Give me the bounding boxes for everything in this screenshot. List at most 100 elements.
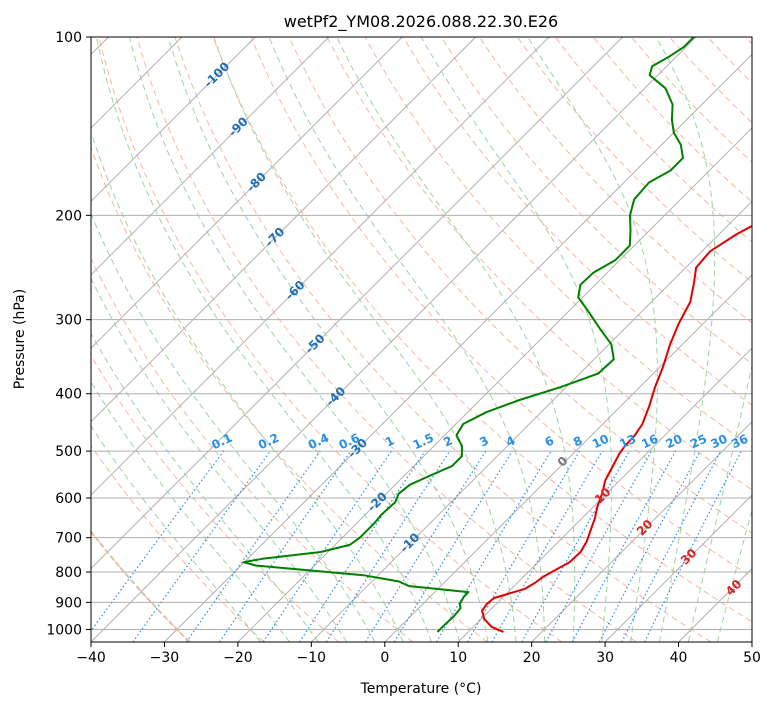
y-tick-label: 200: [55, 208, 82, 224]
dry-adiabat-line: [402, 37, 752, 406]
mixing-ratio-line: [299, 450, 426, 642]
moist-adiabat-label: 10: [592, 485, 614, 507]
reference-dashed-line: [91, 529, 191, 642]
line-labels: -100-90-80-70-60-50-40-30-20-100.1 0.2 0.4…: [201, 59, 750, 598]
y-tick-label: 900: [55, 595, 82, 611]
x-tick-label: −30: [150, 650, 180, 666]
moist-adiabat-line: [213, 37, 517, 642]
profile-lines: [242, 37, 752, 633]
x-tick-label: −20: [223, 650, 253, 666]
isotherm-line: [91, 37, 623, 570]
moist-adiabat-line: [91, 380, 290, 642]
y-tick-label: 100: [55, 30, 82, 46]
dry-adiabat-line: [91, 530, 190, 642]
mixing-ratio-label: 6: [543, 433, 556, 449]
isotherm-line: [91, 37, 697, 642]
moist-adiabat-line: [527, 37, 658, 642]
x-tick-label: 10: [449, 650, 467, 666]
moist-adiabat-line: [655, 37, 716, 642]
moist-adiabat-line: [336, 37, 576, 642]
moist-adiabat-label: 20: [634, 517, 656, 539]
dry-adiabat-line: [631, 37, 752, 163]
mixing-ratio-label: 16: [639, 432, 660, 452]
moist-adiabat-line: [167, 37, 489, 642]
dry-adiabat-line: [98, 37, 563, 642]
mixing-ratio-line: [545, 450, 653, 642]
moist-adiabat-line: [716, 508, 752, 642]
isotherm-line: [310, 200, 752, 642]
y-tick-label: 300: [55, 313, 82, 329]
x-tick-label: −10: [297, 650, 327, 666]
mixing-ratio-line: [262, 450, 392, 642]
mixing-ratio-line: [219, 450, 352, 642]
x-tick-label: 30: [596, 650, 614, 666]
isotherm-line: [384, 274, 752, 642]
mixing-ratio-label: 2: [441, 433, 454, 449]
isotherm-line: [457, 347, 752, 642]
isotherm-line: [531, 420, 752, 642]
mixing-ratio-label: 0.1: [209, 431, 234, 453]
moist-adiabat-line: [91, 332, 319, 642]
dry-adiabat-line: [326, 37, 752, 491]
mixing-ratio-line: [598, 450, 701, 642]
mixing-ratio-line: [364, 450, 487, 642]
mixing-ratio-line: [435, 450, 552, 642]
mixing-ratio-line: [393, 450, 513, 642]
dry-adiabat-line: [91, 145, 488, 642]
mixing-ratio-label: 8: [571, 433, 584, 449]
mixing-ratio-line: [643, 450, 742, 642]
background-lines: [91, 37, 752, 642]
mixing-ratio-line: [132, 450, 271, 642]
y-tick-label: 500: [55, 444, 82, 460]
dry-adiabat-line: [91, 444, 265, 642]
isotherm-line: [237, 127, 752, 642]
isotherm-line: [91, 37, 550, 496]
mixing-ratio-label: 30: [708, 432, 729, 452]
moist-adiabat-line: [95, 37, 432, 642]
moist-adiabat-line: [129, 37, 461, 642]
mixing-ratio-label: 3: [477, 433, 490, 449]
y-tick-label: 1000: [46, 622, 82, 638]
x-tick-label: 0: [380, 650, 389, 666]
mixing-ratio-label: 36: [729, 432, 750, 452]
x-axis-label: Temperature (°C): [360, 681, 482, 697]
isotherm-line: [751, 641, 752, 642]
isotherm-line: [91, 37, 403, 349]
y-tick-label: 400: [55, 387, 82, 403]
x-tick-label: 40: [670, 650, 688, 666]
x-tick-label: 20: [523, 650, 541, 666]
dry-adiabat-line: [250, 37, 752, 578]
x-tick-label: 50: [743, 650, 761, 666]
dry-adiabat-line: [91, 257, 414, 642]
moist-adiabat-label: 30: [678, 546, 700, 568]
chart-title: wetPf2_YM08.2026.088.22.30.E26: [284, 12, 558, 32]
mixing-ratio-line: [466, 450, 581, 642]
isotherm-label: -50: [302, 331, 327, 356]
mixing-ratio-label: 0.4: [306, 431, 331, 453]
axes: −40 −30 −20 −10 0 10 20 30 40 5010020030040050060…: [46, 30, 761, 666]
x-tick-label: −40: [76, 650, 106, 666]
mixing-ratio-label: 25: [688, 432, 709, 452]
moist-adiabat-label: 0: [555, 454, 571, 470]
dewpoint-profile-line: [242, 37, 695, 633]
y-tick-label: 700: [55, 531, 82, 547]
isotherm-line: [604, 494, 752, 642]
dry-adiabat-line: [554, 37, 752, 243]
mixing-ratio-label: 13: [617, 432, 638, 452]
moist-adiabat-line: [91, 277, 348, 642]
dry-adiabat-line: [364, 37, 752, 448]
y-tick-label: 800: [55, 565, 82, 581]
isotherm-line: [91, 37, 256, 203]
dry-adiabat-line: [91, 354, 339, 642]
isotherm-line: [164, 53, 752, 642]
temperature-profile-line: [481, 224, 752, 633]
mixing-ratio-label: 1: [383, 433, 396, 449]
dry-adiabat-line: [478, 37, 752, 324]
isotherm-line: [91, 37, 330, 276]
moist-adiabat-line: [91, 425, 262, 642]
dry-adiabat-line: [516, 37, 752, 283]
isotherm-line: [91, 37, 477, 423]
mixing-ratio-label: 20: [663, 432, 684, 452]
dry-adiabat-line: [174, 37, 712, 642]
